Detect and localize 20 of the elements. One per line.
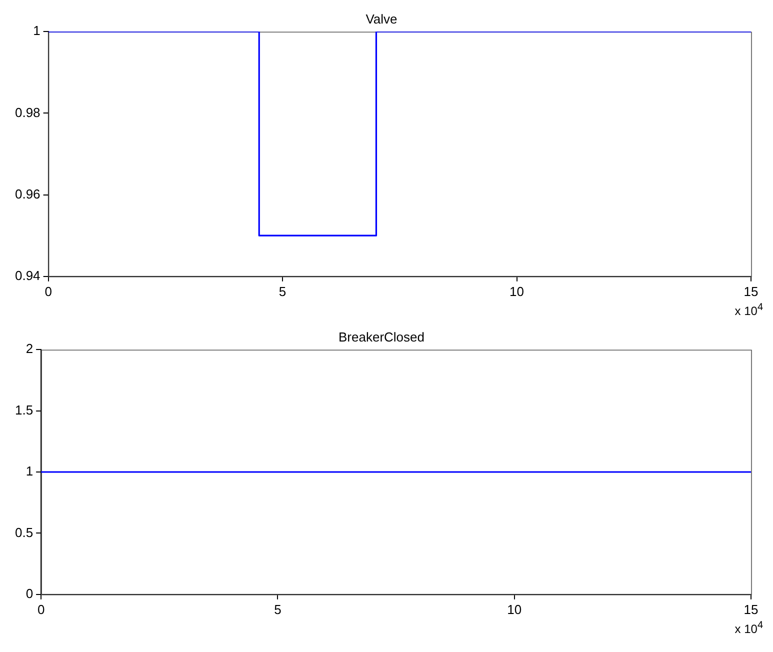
- text: x 10$^{4}$: [734, 302, 763, 318]
- x-tick-label: 10: [510, 284, 524, 299]
- y-tick-label: 1: [33, 23, 40, 38]
- chart-title: BreakerClosed: [338, 329, 424, 344]
- x-tick-label: 5: [278, 284, 286, 299]
- text: x 10$^{4}$: [734, 620, 763, 636]
- y-tick-label: 2: [26, 341, 34, 356]
- y-tick-label: 0.5: [14, 524, 34, 540]
- x-tick-label: 5: [274, 602, 282, 617]
- x-tick-label: 15: [744, 602, 758, 617]
- y-tick-label: 0: [26, 586, 34, 601]
- x-tick-label: 15: [744, 284, 758, 299]
- y-tick-label: 0.94: [14, 268, 40, 283]
- y-tick-label: 1: [26, 464, 34, 479]
- y-tick-label: 1.5: [14, 402, 34, 418]
- x-tick-label: 0: [44, 284, 52, 299]
- chart-title: Valve: [366, 11, 398, 26]
- y-tick-label: 0.96: [14, 186, 40, 202]
- x-tick-label: 10: [507, 602, 522, 617]
- y-tick-label: 0.98: [14, 104, 40, 120]
